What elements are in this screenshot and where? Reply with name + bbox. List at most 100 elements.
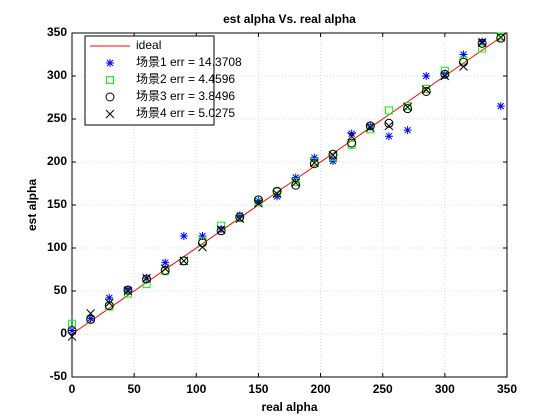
data-point [198, 242, 207, 252]
data-point [496, 32, 506, 42]
y-tick-label: 100 [47, 240, 67, 254]
data-point [478, 37, 487, 46]
data-point [105, 293, 114, 302]
data-point [216, 226, 226, 236]
data-point [123, 289, 132, 298]
data-point [347, 131, 356, 141]
data-point [384, 106, 393, 115]
x-tick-label: 250 [373, 382, 393, 396]
data-point [67, 332, 77, 341]
data-point [403, 102, 412, 112]
data-point [403, 126, 412, 135]
data-point [384, 121, 394, 131]
legend-marker [105, 92, 115, 102]
data-point [142, 273, 151, 283]
data-point [291, 177, 300, 186]
data-point [67, 326, 77, 336]
data-point [403, 104, 413, 114]
data-point [366, 125, 375, 134]
data-point [328, 150, 338, 160]
data-point [329, 157, 337, 166]
y-tick-label: 50 [54, 283, 68, 297]
data-point [86, 314, 96, 324]
data-point [422, 72, 431, 80]
data-point [273, 192, 282, 201]
data-point [478, 44, 487, 53]
data-point [142, 280, 151, 289]
data-point [86, 314, 95, 323]
x-tick-label: 200 [311, 382, 331, 396]
x-tick-label: 300 [435, 382, 455, 396]
data-point [179, 231, 188, 240]
data-point [68, 326, 76, 335]
data-point [86, 309, 95, 318]
data-point [421, 86, 431, 96]
data-point [217, 221, 226, 230]
x-tick-label: 50 [127, 382, 141, 396]
legend-label: 场景4 err = 5.0275 [136, 106, 235, 120]
data-point [365, 121, 375, 131]
data-point [216, 225, 226, 235]
legend-label: 场景1 err = 14.3708 [136, 55, 242, 69]
x-tick-label: 350 [497, 382, 517, 396]
y-tick-label: 350 [47, 25, 67, 39]
y-tick-label: 200 [47, 154, 67, 168]
x-tick-label: 100 [186, 382, 206, 396]
y-tick-label: 0 [60, 326, 67, 340]
data-point [459, 62, 468, 71]
data-point [160, 265, 170, 275]
data-point [235, 211, 244, 220]
data-point [254, 198, 263, 208]
data-point [496, 33, 506, 43]
data-point [496, 102, 505, 111]
legend-marker [106, 59, 114, 67]
data-point [104, 298, 114, 308]
data-point [328, 149, 338, 159]
data-point [291, 173, 300, 182]
y-tick-label: 300 [47, 68, 67, 82]
data-point [384, 118, 394, 128]
data-point [347, 129, 356, 138]
data-point [235, 214, 245, 224]
data-point [421, 85, 431, 95]
data-point [68, 319, 76, 328]
data-point [235, 212, 245, 222]
data-point [123, 285, 132, 294]
data-point [291, 178, 301, 187]
data-point [477, 38, 487, 47]
data-point [440, 66, 449, 75]
data-point [310, 153, 319, 162]
data-point [365, 123, 375, 132]
data-point [440, 71, 450, 81]
legend-marker [106, 76, 114, 84]
ideal-line [71, 32, 508, 335]
axes-box [71, 32, 508, 378]
data-point [160, 264, 170, 273]
data-point [179, 256, 189, 266]
y-tick-label: 250 [47, 111, 67, 125]
data-point [179, 256, 189, 266]
data-point [309, 159, 319, 169]
data-point [272, 186, 282, 196]
y-tick-label: -50 [50, 369, 68, 383]
x-tick-label: 150 [248, 382, 268, 396]
data-point [272, 189, 282, 199]
legend-marker [105, 109, 115, 119]
data-point [440, 69, 450, 79]
legend-label: 场景2 err = 4.4596 [136, 72, 235, 86]
data-point [254, 196, 263, 205]
x-axis-label: real alpha [261, 400, 317, 414]
data-point [123, 285, 133, 295]
y-axis-label: est alpha [25, 179, 39, 231]
data-point [384, 132, 393, 141]
data-point [291, 180, 301, 190]
data-point [310, 158, 319, 168]
legend-label: 场景3 err = 3.8496 [136, 89, 235, 103]
y-tick-label: 150 [47, 197, 67, 211]
legend-label: ideal [136, 38, 161, 52]
x-tick-label: 0 [69, 382, 76, 396]
data-point [142, 274, 152, 284]
data-point [123, 286, 133, 296]
data-point [104, 301, 114, 311]
